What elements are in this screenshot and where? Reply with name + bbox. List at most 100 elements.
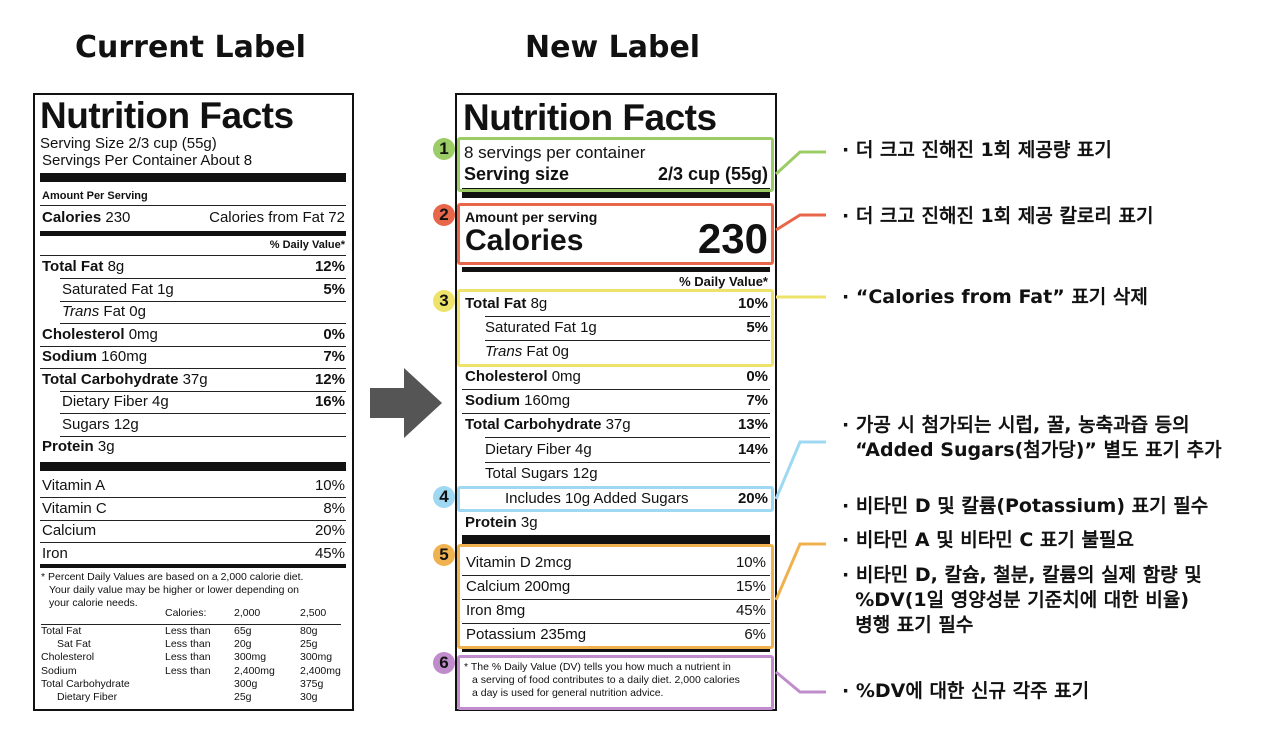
table-cell: Dietary Fiber	[57, 691, 118, 704]
nutrient-daily-value: 12%	[314, 258, 345, 275]
divider	[40, 542, 346, 543]
nutrient-row: Total Fat 8g	[42, 258, 124, 275]
number-badge-1: 1	[433, 138, 455, 160]
nutrient-name: Trans	[62, 303, 100, 320]
medium-divider	[40, 231, 346, 236]
nutrient-row: Total Sugars 12g	[485, 465, 598, 482]
highlight-box-6	[457, 655, 774, 710]
nutrient-name: Total Fat	[465, 295, 527, 312]
highlight-box-5	[457, 544, 774, 649]
new-calories-value: 230	[697, 215, 768, 262]
table-header-row: Calories: 2,000 2,500	[41, 607, 341, 620]
table-cell: 300g	[234, 677, 258, 690]
nutrient-amount: 160mg	[101, 348, 148, 365]
table-cell: Sodium	[41, 664, 77, 677]
highlight-box-1	[457, 137, 774, 192]
current-nutrition-label: Nutrition Facts Serving Size 2/3 cup (55…	[33, 93, 354, 711]
nutrient-daily-value: 5%	[323, 281, 345, 298]
table-row: Dietary Fiber 25g 30g	[41, 691, 341, 704]
nutrient-amount: 8g	[530, 295, 548, 312]
nutrient-amount: 12g	[113, 416, 139, 433]
mineral-name: Vitamin D 2mcg	[466, 554, 572, 571]
divider	[462, 623, 770, 624]
annotation-line: %DV(1일 영양성분 기준치에 대한 비율)	[842, 589, 1190, 611]
annotation-text: · 더 크고 진해진 1회 제공 칼로리 표기	[842, 204, 1153, 229]
nutrient-name: Sugars	[62, 416, 110, 433]
table-cell: Cholesterol	[41, 651, 95, 664]
nutrient-name: Saturated Fat	[62, 281, 153, 298]
table-cell: Total Carbohydrate	[41, 677, 130, 690]
annotation-text: · “Calories from Fat” 표기 삭제	[842, 285, 1148, 310]
table-cell: Less than	[165, 624, 211, 637]
nutrient-name: Dietary Fiber	[485, 441, 571, 458]
nutrient-daily-value: 7%	[323, 348, 345, 365]
nutrient-amount: 37g	[182, 371, 208, 388]
nutrient-name: Includes 10g Added Sugars	[505, 490, 689, 507]
nutrient-amount: 1g	[580, 319, 597, 336]
nutrient-amount: 3g	[97, 438, 115, 455]
nutrient-amount: Fat 0g	[526, 343, 569, 360]
mineral-daily-value: 6%	[744, 626, 766, 643]
nutrient-daily-value: 7%	[746, 392, 768, 409]
nutrient-row: Includes 10g Added Sugars	[505, 490, 688, 507]
nutrient-name: Sodium	[465, 392, 520, 409]
vitamin-name: Iron	[42, 545, 68, 562]
nutrient-name: Total Fat	[42, 258, 104, 275]
highlight-box-3	[457, 289, 774, 367]
table-cell: Less than	[165, 651, 211, 664]
current-title: Nutrition Facts	[40, 95, 294, 136]
divider	[60, 278, 346, 279]
new-amount-per-serving: Amount per serving	[465, 209, 598, 225]
table-cell: 300mg	[234, 651, 267, 664]
nutrient-daily-value: 12%	[314, 371, 345, 388]
nutrient-name: Trans	[485, 343, 523, 360]
annotation-text: · 비타민 A 및 비타민 C 표기 불필요	[842, 528, 1134, 553]
nutrient-row: Total Carbohydrate 37g	[42, 371, 208, 388]
nutrient-amount: 0mg	[128, 326, 158, 343]
vitamin-name: Vitamin C	[42, 500, 107, 517]
annotation-text: · %DV에 대한 신규 각주 표기	[842, 679, 1089, 704]
divider	[60, 323, 346, 324]
connector-line-1	[774, 150, 826, 176]
table-cell: Less than	[165, 664, 211, 677]
nutrient-name: Cholesterol	[465, 368, 548, 385]
nutrient-row: Sugars 12g	[62, 416, 139, 433]
divider	[40, 368, 346, 369]
mineral-daily-value: 10%	[735, 554, 766, 571]
new-footnote: * The % Daily Value (DV) tells you how m…	[464, 661, 774, 700]
nutrient-amount: 3g	[520, 514, 538, 531]
divider	[40, 205, 346, 206]
nutrient-row: Protein 3g	[465, 514, 538, 531]
annotation-line: · “Calories from Fat” 표기 삭제	[842, 286, 1148, 308]
nutrient-row: Trans Fat 0g	[62, 303, 146, 320]
current-servings-per-container: Servings Per Container About 8	[42, 152, 253, 169]
footnote-line: a day is used for general nutrition advi…	[472, 687, 664, 699]
table-cell: 65g	[234, 624, 252, 637]
footnote-line: your calorie needs.	[49, 597, 138, 609]
nutrient-row: Cholesterol 0mg	[465, 368, 581, 385]
table-cell: Total Fat	[41, 624, 82, 637]
number-badge-5: 5	[433, 544, 455, 566]
new-daily-value-header: % Daily Value*	[679, 274, 768, 289]
nutrient-daily-value: 10%	[737, 295, 768, 312]
nutrient-name: Saturated Fat	[485, 319, 576, 336]
connector-line-5	[774, 542, 826, 601]
arrow-right-icon	[370, 368, 442, 438]
current-label-heading: Current Label	[75, 30, 306, 65]
vitamin-daily-value: 8%	[323, 500, 345, 517]
mineral-daily-value: 15%	[735, 578, 766, 595]
nutrient-row: Dietary Fiber 4g	[62, 393, 169, 410]
thick-divider	[40, 173, 346, 182]
nutrient-name: Dietary Fiber	[62, 393, 148, 410]
nutrient-amount: 160mg	[524, 392, 571, 409]
annotation-line: · 비타민 A 및 비타민 C 표기 불필요	[842, 529, 1134, 551]
divider	[485, 316, 770, 317]
mineral-name: Iron 8mg	[466, 602, 526, 619]
annotation-line: · 비타민 D 및 칼륨(Potassium) 표기 필수	[842, 495, 1209, 517]
table-cell: 375g	[300, 677, 324, 690]
mineral-name: Calcium 200mg	[466, 578, 571, 595]
table-header-cell: Calories:	[165, 607, 207, 619]
connector-line-4	[774, 440, 826, 500]
table-cell: Less than	[165, 638, 211, 651]
